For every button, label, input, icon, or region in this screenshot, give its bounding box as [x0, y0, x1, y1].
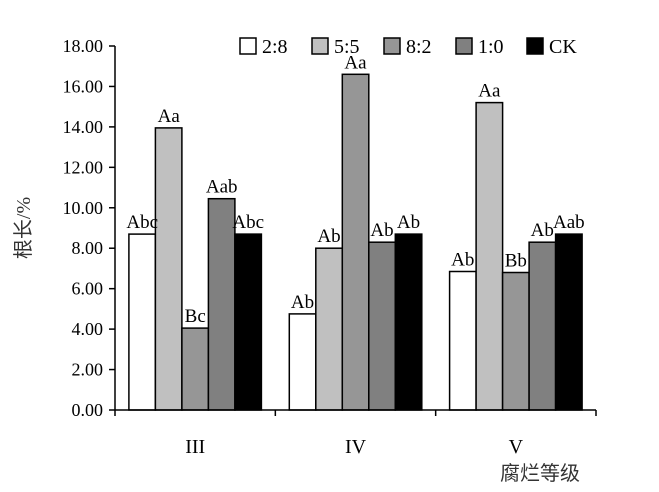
legend-swatch [383, 37, 401, 55]
bar-IV-2-8 [288, 313, 317, 411]
x-tick-label: V [509, 436, 524, 458]
bar-III-1-0 [207, 197, 236, 411]
legend: 2:8 5:5 8:2 1:0 CK [239, 36, 577, 58]
x-axis-title: 腐烂等级 [500, 462, 580, 485]
data-label: Abc [232, 212, 264, 233]
y-tick-label: 16.00 [63, 76, 104, 96]
bar-IV-CK [394, 233, 423, 411]
x-tick-label: III [185, 436, 205, 458]
data-label: Bc [185, 306, 206, 327]
bar-V-2-8 [448, 270, 477, 411]
y-tick-label: 0.00 [72, 400, 104, 420]
data-label: Ab [370, 220, 393, 241]
bar-V-CK [554, 233, 583, 411]
data-label: Ab [317, 226, 340, 247]
legend-swatch [311, 37, 329, 55]
data-label: Aa [344, 52, 367, 73]
data-label: Ab [291, 292, 314, 313]
bars-layer [128, 73, 583, 411]
y-tick-label: 4.00 [72, 319, 104, 339]
bar-IV-1-0 [368, 241, 397, 411]
legend-label: 8:2 [406, 36, 432, 58]
bar-V-8-2 [501, 271, 530, 411]
legend-label: 1:0 [478, 36, 504, 58]
data-label: Bb [505, 251, 527, 272]
bar-V-5-5 [475, 101, 504, 411]
x-tick-label: IV [345, 436, 367, 458]
legend-swatch [526, 37, 544, 55]
bar-IV-8-2 [341, 73, 370, 411]
data-label: Aab [553, 212, 585, 233]
y-tick-label: 14.00 [63, 117, 104, 137]
bar-IV-5-5 [315, 247, 344, 411]
legend-swatch [455, 37, 473, 55]
data-label: Aa [478, 81, 501, 102]
legend-label: 5:5 [334, 36, 360, 58]
data-label: Aa [158, 106, 181, 127]
legend-swatch [239, 37, 257, 55]
data-label: Ab [397, 212, 420, 233]
bar-III-CK [234, 233, 263, 411]
bar-V-1-0 [528, 241, 557, 411]
y-tick-label: 18.00 [63, 36, 104, 56]
data-label: Ab [531, 220, 554, 241]
y-axis-title: 根长/% [12, 197, 35, 259]
data-label: Abc [126, 212, 158, 233]
y-tick-label: 8.00 [72, 238, 104, 258]
data-label: Ab [451, 250, 474, 271]
axes-layer: III IV V 0.00 2.00 4.00 6.00 8.00 10.00 12.00 14.0… [63, 36, 597, 458]
data-label: Aab [206, 177, 238, 198]
bar-III-2-8 [128, 233, 157, 411]
y-tick-label: 2.00 [72, 360, 104, 380]
y-tick-label: 10.00 [63, 198, 104, 218]
legend-label: 2:8 [262, 36, 288, 58]
bar-III-8-2 [181, 327, 210, 411]
bar-III-5-5 [154, 127, 183, 411]
y-tick-label: 12.00 [63, 157, 104, 177]
y-tick-label: 6.00 [72, 279, 104, 299]
legend-label: CK [549, 36, 577, 58]
